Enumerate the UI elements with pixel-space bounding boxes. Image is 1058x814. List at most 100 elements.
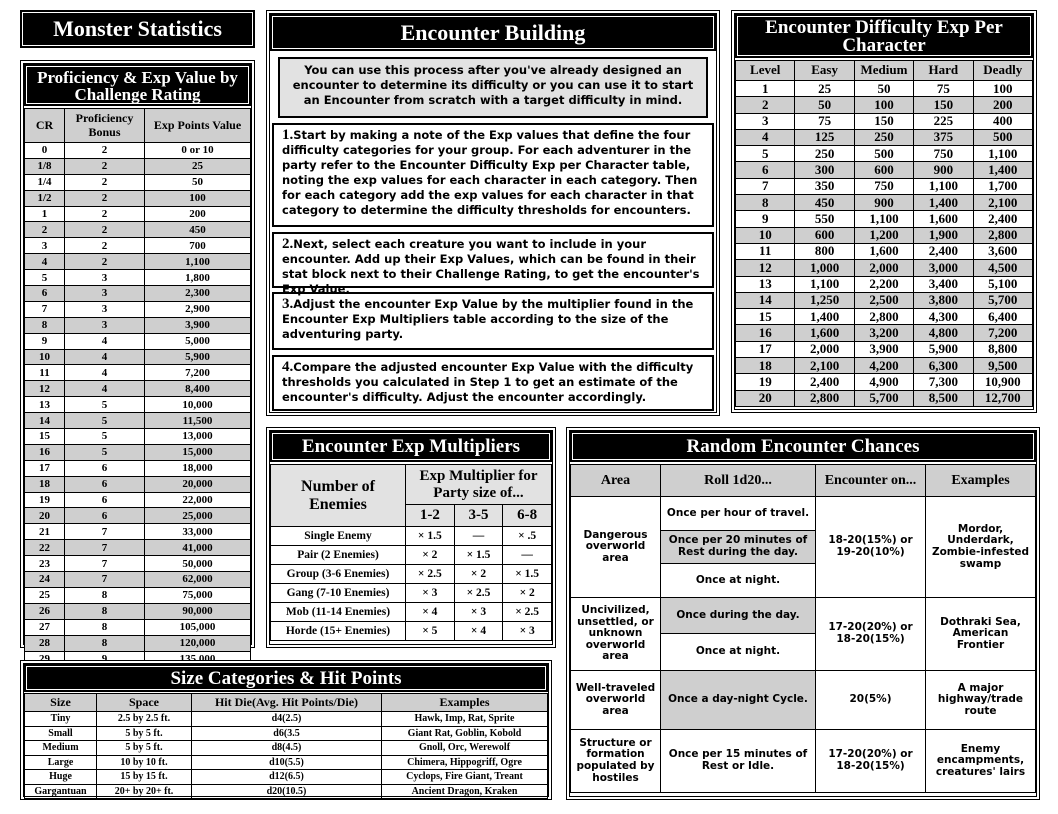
table-cell: 200 (144, 205, 251, 223)
table-cell: 17 (24, 459, 65, 477)
table-cell: 50 (144, 173, 251, 191)
table-cell: 26 (24, 602, 65, 620)
table-row: 22 7 41,000 (24, 539, 251, 557)
table-cell: 2,100 (972, 194, 1034, 212)
table-cell: 2 (64, 237, 145, 255)
table-cell: Mob (11-14 Enemies) (270, 602, 406, 622)
table-row: 13 1,100 2,200 3,400 5,100 (734, 275, 1034, 293)
table-cell: 7 (64, 555, 145, 573)
table-cell: 6,300 (913, 357, 974, 375)
table-row: 11 800 1,600 2,400 3,600 (734, 242, 1034, 261)
table-cell: Horde (15+ Enemies) (270, 621, 406, 641)
table-cell: 7,200 (972, 324, 1034, 342)
roll-cell: Once at night. (660, 633, 816, 671)
encounter-cell: 20(5%) (815, 669, 926, 730)
table-row: Uncivilized, unsettled, or unknown overw… (570, 596, 1036, 671)
table-cell: 90,000 (144, 602, 251, 620)
table-cell: 11,500 (144, 412, 251, 430)
table-row: 3 2 700 (24, 237, 251, 255)
table-row: 4 125 250 375 500 (734, 128, 1034, 147)
table-cell: Chimera, Hippogriff, Ogre (381, 754, 548, 770)
table-cell: 2,400 (972, 210, 1034, 228)
examples-cell: Mordor, Underdark, Zombie-infested swamp (925, 496, 1036, 598)
table-cell: 19 (24, 491, 65, 509)
table-cell: 10,000 (144, 396, 251, 414)
encounter-cell: 17-20(20%) or 18-20(15%) (815, 596, 926, 671)
roll-cell: Once during the day. (660, 596, 816, 635)
table-cell: 14 (24, 412, 65, 430)
table-row: Small 5 by 5 ft. d6(3.5 Giant Rat, Goblin, … (24, 725, 548, 741)
table-cell: 2 (734, 96, 796, 114)
table-cell: 10 by 10 ft. (96, 754, 192, 770)
table-row: 19 2,400 4,900 7,300 10,900 (734, 373, 1034, 391)
table-cell: × 2.5 (502, 602, 552, 622)
table-cell: Single Enemy (270, 526, 406, 546)
table-row: 5 3 1,800 (24, 269, 251, 287)
table-cell: 5 (64, 412, 145, 430)
table-cell: 27 (24, 618, 65, 636)
panel-title: Proficiency & Exp Value by Challenge Rat… (24, 64, 251, 106)
header-cell: 6-8 (502, 504, 552, 527)
table-cell: 2,100 (794, 357, 855, 375)
header-cell: Easy (794, 60, 855, 81)
table-cell: 6 (24, 285, 65, 302)
table-cell: 75,000 (144, 586, 251, 604)
table-cell: 3 (64, 300, 145, 318)
table-cell: 2,400 (913, 242, 974, 261)
table-cell: 3,200 (853, 324, 915, 342)
table-row: Medium 5 by 5 ft. d8(4.5) Gnoll, Orc, Werew… (24, 740, 548, 756)
table-cell: 100 (853, 96, 915, 114)
table-cell: 600 (794, 226, 855, 244)
table-row: 1/2 2 100 (24, 189, 251, 207)
table-row: Gang (7-10 Enemies) × 3 × 2.5 × 2 (270, 583, 552, 603)
table-cell: 7 (64, 539, 145, 557)
table-row: Huge 15 by 15 ft. d12(6.5) Cyclops, Fire Gi… (24, 769, 548, 785)
table-cell: 6 (734, 161, 796, 179)
table-cell: Giant Rat, Goblin, Kobold (381, 725, 548, 741)
table-row: 9 4 5,000 (24, 332, 251, 350)
step-text: Start by making a note of the Exp values… (282, 128, 698, 217)
table-cell: 2,200 (853, 275, 915, 293)
table-cell: × 2 (405, 545, 455, 565)
table-cell: 3,400 (913, 275, 974, 293)
table-cell: 2 (64, 253, 145, 271)
table-row: Large 10 by 10 ft. d10(5.5) Chimera, Hippog… (24, 754, 548, 770)
header-cell: CR (24, 108, 65, 143)
table-cell: 3,600 (972, 242, 1034, 261)
header-cell: 3-5 (453, 504, 504, 527)
proficiency-panel: Proficiency & Exp Value by Challenge Rat… (20, 60, 255, 684)
table-cell: × 2 (502, 583, 552, 603)
table-cell: × 5 (405, 621, 455, 641)
table-cell: Huge (24, 769, 97, 785)
table-cell: 12 (24, 380, 65, 398)
table-cell: 11 (734, 242, 796, 261)
proficiency-table: CR Proficiency Bonus Exp Points Value 0 2 0 o… (24, 108, 251, 684)
table-cell: 19 (734, 373, 796, 391)
table-row: Structure or formation populated by host… (570, 728, 1036, 793)
table-row: 9 550 1,100 1,600 2,400 (734, 210, 1034, 228)
table-cell: 14 (734, 291, 796, 310)
table-row: 16 1,600 3,200 4,800 7,200 (734, 324, 1034, 342)
table-cell: 20 (24, 507, 65, 525)
table-row: 14 1,250 2,500 3,800 5,700 (734, 291, 1034, 310)
table-cell: 550 (794, 210, 855, 228)
table-cell: 6,400 (972, 308, 1034, 326)
header-cell: Medium (853, 60, 915, 81)
table-cell: 1/4 (24, 173, 65, 191)
roll-cell: Once per 15 minutes of Rest or Idle. (660, 728, 816, 793)
step-number: 1. (282, 127, 294, 143)
table-cell: 7 (24, 300, 65, 318)
table-cell: 3,900 (853, 340, 915, 359)
table-row: 23 7 50,000 (24, 555, 251, 573)
table-row: 10 600 1,200 1,900 2,800 (734, 226, 1034, 244)
table-cell: 7 (64, 571, 145, 588)
table-cell: 2 (64, 205, 145, 223)
table-cell: 1,100 (853, 210, 915, 228)
table-cell: 1,400 (972, 161, 1034, 179)
table-cell: 1,700 (972, 177, 1034, 196)
table-cell: 105,000 (144, 618, 251, 636)
table-cell: 150 (913, 96, 974, 114)
table-cell: 5 (64, 396, 145, 414)
table-cell: 375 (913, 128, 974, 147)
